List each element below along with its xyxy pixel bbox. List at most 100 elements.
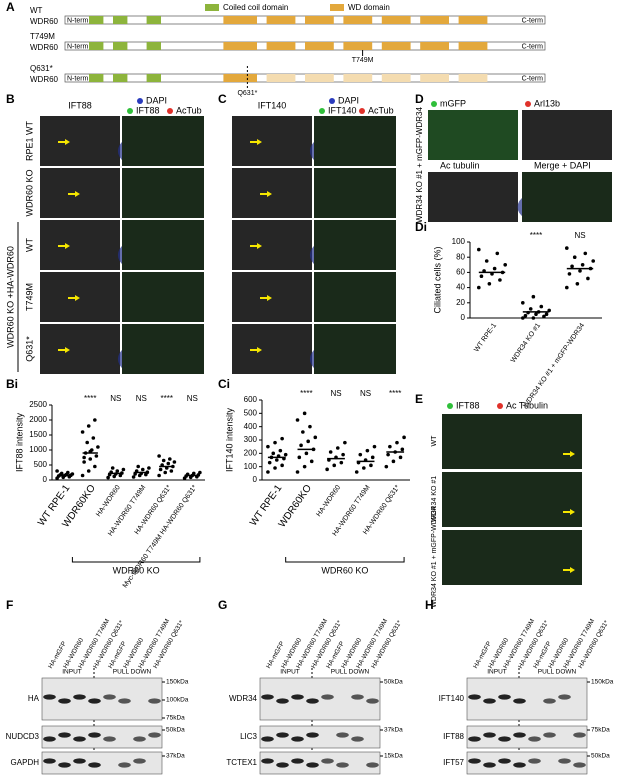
data-point	[157, 454, 161, 458]
band	[351, 694, 364, 700]
significance: NS	[574, 231, 585, 240]
y-tick-label: 1500	[29, 430, 47, 439]
panel-letter: Di	[415, 220, 427, 234]
wd-domain	[420, 74, 449, 82]
blot-label: TCTEX1	[226, 758, 257, 767]
data-point	[158, 467, 163, 472]
data-point	[136, 464, 140, 469]
panel-letter: F	[6, 598, 13, 612]
legend-swatch	[205, 4, 219, 11]
arrow-head	[257, 243, 262, 249]
wd-domain	[343, 74, 373, 82]
data-point	[163, 470, 168, 475]
data-point	[82, 455, 86, 460]
blot-strip	[466, 677, 588, 721]
blot-strip	[259, 725, 381, 749]
label: WDR60 KO +HA-WDR60	[5, 246, 15, 348]
data-point	[313, 435, 318, 440]
data-point	[523, 313, 528, 318]
band	[306, 698, 319, 704]
wd-domain	[343, 42, 373, 50]
label: N-term	[67, 43, 89, 50]
data-point	[398, 455, 403, 460]
label: WT	[24, 238, 34, 252]
data-point	[297, 455, 302, 460]
marker-label: 50kDa	[166, 727, 185, 734]
data-point	[369, 463, 373, 468]
data-point	[384, 464, 389, 469]
label: PULL DOWN	[113, 669, 152, 676]
data-point	[395, 440, 399, 445]
data-point	[266, 444, 270, 449]
data-point	[304, 451, 309, 456]
significance: NS	[136, 394, 147, 403]
panel-letter: H	[425, 598, 434, 612]
wd-domain	[343, 16, 373, 24]
data-point	[88, 457, 93, 461]
data-point	[115, 469, 120, 473]
band	[73, 694, 86, 700]
data-point	[575, 282, 580, 286]
label: C-term	[522, 17, 544, 24]
micrograph-bg	[122, 324, 204, 374]
y-tick-label: 500	[34, 460, 48, 469]
band	[276, 698, 289, 704]
label: IFT140	[328, 105, 357, 115]
y-tick-label: 300	[244, 435, 258, 444]
micrograph-bg	[442, 414, 582, 469]
label: WT	[30, 6, 43, 15]
band	[276, 762, 289, 768]
wd-domain	[305, 42, 334, 50]
data-point	[339, 460, 344, 465]
y-tick-label: 40	[456, 283, 465, 292]
label: IFT88	[136, 105, 160, 115]
data-point	[565, 285, 569, 290]
y-axis-label: IFT88 intensity	[14, 412, 24, 472]
blot-label: WDR34	[229, 694, 258, 703]
data-point	[161, 458, 166, 463]
arrow-head	[75, 295, 80, 301]
y-tick-label: 2000	[29, 415, 47, 424]
label: WT	[431, 435, 438, 447]
band	[483, 732, 496, 738]
blot-strip	[466, 751, 588, 775]
data-point	[308, 424, 312, 429]
data-point	[531, 316, 536, 320]
band	[133, 758, 146, 764]
label: IFT88	[456, 400, 480, 410]
data-point	[583, 251, 588, 256]
wd-domain	[458, 42, 488, 50]
channel-dot	[431, 101, 437, 107]
micrograph-bg	[40, 116, 120, 166]
micrograph-bg	[314, 272, 396, 322]
data-point	[479, 274, 484, 279]
label: Q631*	[237, 90, 257, 97]
significance: ****	[389, 389, 401, 398]
label: WDR34 KO #1 + mGFP-WDR34	[415, 107, 424, 223]
wd-domain	[266, 42, 296, 50]
wd-domain	[266, 74, 296, 82]
data-point	[487, 282, 492, 286]
channel-dot	[137, 98, 143, 104]
data-point	[96, 445, 100, 449]
panel-letter: Bi	[6, 377, 18, 391]
arrow-head	[257, 347, 262, 353]
data-point	[358, 452, 363, 457]
y-tick-label: 0	[43, 475, 48, 484]
data-point	[86, 424, 91, 428]
blot-strip	[41, 751, 163, 775]
blot-strip	[259, 751, 381, 775]
data-point	[266, 470, 270, 474]
data-point	[591, 259, 595, 263]
data-point	[306, 439, 310, 444]
label: T749M	[24, 283, 34, 311]
marker-label: 15kDa	[384, 753, 403, 760]
data-point	[328, 450, 333, 454]
data-point	[492, 266, 497, 271]
data-point	[166, 461, 171, 466]
data-point	[386, 452, 390, 457]
data-point	[91, 436, 96, 440]
label: WD domain	[348, 3, 390, 12]
y-tick-label: 60	[456, 268, 465, 277]
